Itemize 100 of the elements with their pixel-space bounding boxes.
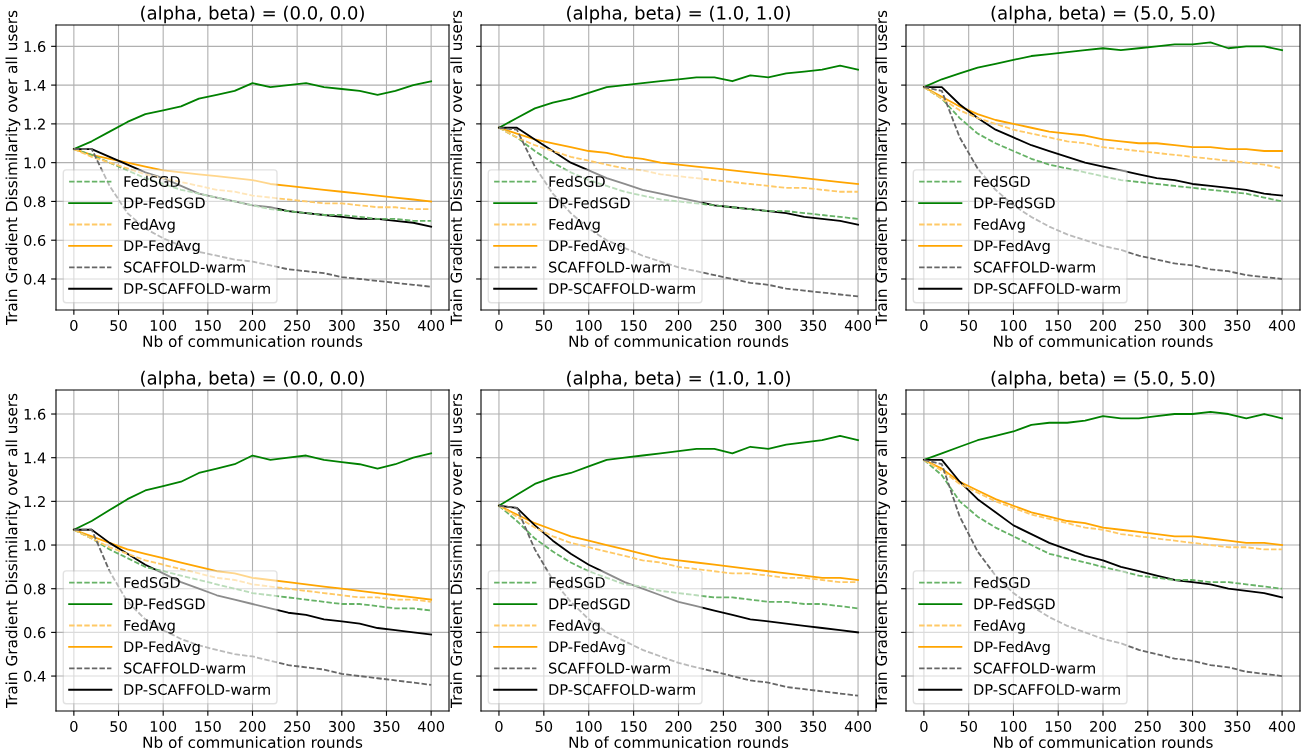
legend-label: DP-FedSGD	[124, 598, 205, 610]
legend-label: FedSGD	[124, 175, 180, 188]
x-tick-label: 300	[755, 720, 782, 733]
x-axis-title: Nb of communication rounds	[143, 335, 363, 348]
legend-label: DP-SCAFFOLD-warm	[124, 684, 270, 696]
x-tick-label: 150	[195, 720, 221, 733]
legend-label: DP-SCAFFOLD-warm	[974, 283, 1120, 295]
y-tick-label: 0.8	[24, 196, 46, 208]
legend-label: DP-SCAFFOLD-warm	[974, 684, 1120, 696]
legend-label: DP-FedAvg	[974, 640, 1050, 656]
chart-title: (alpha, beta) = (0.0, 0.0)	[141, 370, 364, 389]
legend-label: DP-FedAvg	[124, 239, 200, 255]
x-tick-label: 0	[70, 720, 78, 733]
x-axis-title: Nb of communication rounds	[569, 736, 789, 749]
x-tick-label: 150	[621, 319, 647, 332]
legend-label: DP-FedSGD	[549, 197, 630, 209]
y-axis-title: Train Gradient Dissimilarity over all users	[5, 393, 21, 709]
legend-label: FedAvg	[974, 619, 1025, 634]
x-axis-title: Nb of communication rounds	[994, 736, 1213, 749]
y-axis-title: Train Gradient Dissimilarity over all users	[5, 10, 21, 326]
x-tick-label: 100	[150, 720, 177, 733]
chart-title: (alpha, beta) = (5.0, 5.0)	[991, 5, 1215, 24]
y-tick-label: 1.6	[24, 408, 46, 420]
line-series	[72, 80, 433, 150]
y-tick-label: 1.6	[24, 41, 46, 53]
legend-label: SCAFFOLD-warm	[124, 261, 245, 273]
legend-label: FedAvg	[124, 218, 175, 233]
y-tick-label: 0.4	[24, 273, 46, 285]
legend-label: SCAFFOLD-warm	[974, 662, 1095, 674]
x-tick-label: 150	[1045, 720, 1072, 733]
y-axis-title: Train Gradient Dissimilarity over all users	[450, 393, 466, 709]
x-tick-label: 200	[1090, 319, 1116, 332]
x-tick-label: 250	[710, 720, 737, 733]
legend-label: FedSGD	[124, 576, 180, 589]
x-tick-label: 0	[495, 720, 503, 733]
x-axis-title: Nb of communication rounds	[569, 335, 789, 348]
legend-label: DP-FedAvg	[124, 640, 200, 656]
y-tick-label: 0.6	[24, 234, 46, 246]
chart-title: (alpha, beta) = (0.0, 0.0)	[141, 5, 364, 24]
y-tick-label: 1.2	[24, 496, 45, 507]
legend-label: FedSGD	[974, 175, 1030, 188]
x-tick-label: 0	[920, 319, 928, 332]
legend-label: SCAFFOLD-warm	[549, 261, 670, 273]
legend-label: DP-FedSGD	[124, 197, 205, 209]
legend-label: DP-SCAFFOLD-warm	[549, 283, 695, 295]
legend-label: DP-FedSGD	[549, 598, 630, 610]
x-tick-label: 250	[284, 319, 311, 332]
legend-label: DP-FedSGD	[974, 598, 1055, 610]
chart-title: (alpha, beta) = (1.0, 1.0)	[567, 370, 790, 389]
x-tick-label: 200	[239, 319, 266, 332]
x-axis-title: Nb of communication rounds	[994, 335, 1213, 348]
y-tick-label: 1.4	[24, 452, 46, 464]
x-tick-label: 250	[710, 319, 737, 332]
legend-label: FedAvg	[974, 218, 1025, 233]
x-tick-label: 300	[329, 319, 355, 332]
x-tick-label: 50	[110, 319, 127, 332]
x-tick-label: 350	[1224, 319, 1251, 332]
x-tick-label: 400	[1268, 319, 1296, 332]
legend-label: FedAvg	[549, 218, 600, 233]
legend-label: SCAFFOLD-warm	[549, 662, 670, 674]
legend-label: DP-FedAvg	[549, 640, 625, 656]
chart-title: (alpha, beta) = (5.0, 5.0)	[991, 370, 1215, 389]
x-tick-label: 400	[1268, 720, 1296, 733]
x-tick-label: 0	[70, 319, 78, 332]
x-tick-label: 150	[621, 720, 647, 733]
y-tick-label: 1.0	[24, 157, 46, 169]
x-tick-label: 400	[844, 720, 871, 733]
x-tick-label: 400	[417, 720, 445, 733]
x-tick-label: 350	[1224, 720, 1251, 733]
x-tick-label: 400	[844, 319, 871, 332]
x-tick-label: 350	[800, 720, 827, 733]
x-tick-label: 50	[535, 720, 553, 733]
line-series	[72, 528, 433, 686]
y-axis-title: Train Gradient Dissimilarity over all users	[875, 393, 891, 709]
x-tick-label: 250	[284, 720, 311, 733]
x-tick-label: 0	[920, 720, 928, 733]
x-tick-label: 200	[665, 720, 692, 733]
x-tick-label: 300	[329, 720, 355, 733]
legend-label: DP-SCAFFOLD-warm	[124, 283, 270, 295]
x-tick-label: 250	[1134, 720, 1161, 733]
x-tick-label: 200	[1090, 720, 1116, 733]
x-tick-label: 200	[239, 720, 266, 733]
legend-label: FedAvg	[549, 619, 600, 634]
legend-label: DP-FedSGD	[974, 197, 1055, 209]
legend-label: FedSGD	[974, 576, 1030, 589]
x-tick-label: 0	[495, 319, 503, 332]
legend-label: DP-SCAFFOLD-warm	[549, 684, 695, 696]
x-tick-label: 50	[960, 319, 977, 332]
legend-label: SCAFFOLD-warm	[124, 662, 245, 674]
x-tick-label: 350	[373, 319, 400, 332]
line-series	[72, 452, 433, 531]
y-tick-label: 0.6	[24, 627, 46, 639]
legend-label: FedAvg	[124, 619, 175, 634]
line-series	[72, 528, 433, 636]
legend-label: DP-FedAvg	[974, 239, 1050, 255]
x-tick-label: 100	[1001, 319, 1027, 332]
x-tick-label: 50	[535, 319, 553, 332]
x-tick-label: 100	[576, 720, 602, 733]
x-tick-label: 150	[195, 319, 221, 332]
x-tick-label: 300	[1179, 720, 1206, 733]
